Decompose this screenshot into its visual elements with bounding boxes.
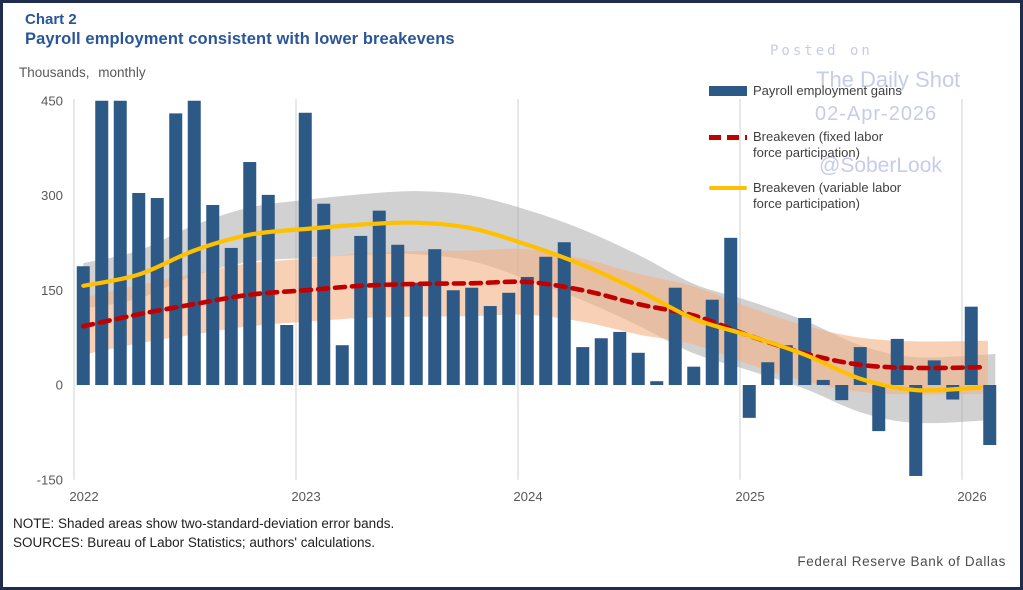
bar bbox=[446, 290, 460, 385]
solid-line-swatch-icon bbox=[709, 186, 747, 190]
watermark-date: 02-Apr-2026 bbox=[815, 103, 938, 125]
bar bbox=[95, 100, 109, 385]
sources-text: SOURCES: Bureau of Labor Statistics; aut… bbox=[13, 535, 375, 550]
bar bbox=[261, 194, 275, 385]
bar bbox=[687, 366, 701, 385]
watermark-posted-on: Posted on bbox=[770, 43, 873, 59]
bar bbox=[372, 210, 386, 385]
bar bbox=[298, 112, 312, 386]
bar bbox=[872, 385, 886, 432]
bar bbox=[483, 306, 497, 385]
payroll-breakeven-chart: 2022 2023 2024 2025 2026 450 300 150 0 -150 bbox=[37, 93, 997, 504]
bar bbox=[576, 347, 590, 385]
bar bbox=[724, 237, 738, 385]
chart-number-label: Chart 2 bbox=[25, 11, 77, 28]
legend-label-line1: Breakeven (variable labor bbox=[753, 180, 902, 195]
note-text: NOTE: Shaded areas show two-standard-dev… bbox=[13, 516, 395, 531]
bar bbox=[132, 192, 146, 385]
attribution-text: Federal Reserve Bank of Dallas bbox=[797, 554, 1006, 569]
breakeven-fixed-line bbox=[81, 279, 983, 371]
bar bbox=[113, 100, 127, 385]
bar bbox=[409, 282, 423, 385]
bar bbox=[354, 235, 368, 385]
bar bbox=[428, 249, 442, 385]
bar bbox=[206, 204, 220, 385]
y-axis-tick-label: -150 bbox=[37, 472, 63, 487]
x-axis-tick-label: 2024 bbox=[513, 489, 542, 504]
bar bbox=[761, 362, 775, 385]
bar bbox=[816, 379, 830, 385]
x-axis-tick-label: 2025 bbox=[735, 489, 764, 504]
bar bbox=[650, 381, 664, 385]
bar bbox=[391, 244, 405, 385]
bar bbox=[779, 345, 793, 385]
legend-label: Breakeven (fixed labor force participatio… bbox=[753, 129, 883, 160]
bar bbox=[890, 338, 904, 385]
bar bbox=[502, 292, 516, 385]
watermark-soberlook: @SoberLook bbox=[819, 154, 942, 177]
chart-canvas: 2022 2023 2024 2025 2026 450 300 150 0 -150 bbox=[3, 3, 1020, 587]
dashed-line-swatch-icon bbox=[709, 135, 747, 140]
bar bbox=[335, 345, 349, 385]
y-axis-unit-label: Thousands, monthly bbox=[19, 65, 146, 80]
legend-label-line2: force participation) bbox=[753, 144, 860, 160]
bar bbox=[613, 331, 627, 385]
legend-label: Breakeven (variable labor force participa… bbox=[753, 180, 901, 211]
bar bbox=[927, 360, 941, 385]
bar bbox=[317, 203, 331, 385]
bar bbox=[243, 162, 257, 385]
x-axis-tick-label: 2026 bbox=[957, 489, 986, 504]
bar-swatch-icon bbox=[709, 86, 747, 96]
bar bbox=[224, 247, 238, 385]
bar bbox=[465, 287, 479, 385]
bar bbox=[705, 299, 719, 385]
legend-label-line2: force participation) bbox=[753, 195, 860, 211]
x-axis-tick-label: 2023 bbox=[291, 489, 320, 504]
bar bbox=[187, 100, 201, 385]
y-axis-tick-label: 0 bbox=[56, 378, 63, 393]
watermark-daily-shot: The Daily Shot bbox=[816, 67, 961, 92]
bar bbox=[909, 385, 923, 476]
bar bbox=[539, 256, 553, 385]
bar bbox=[964, 306, 978, 385]
bar bbox=[835, 385, 849, 401]
y-axis-tick-label: 150 bbox=[41, 283, 63, 298]
bar bbox=[983, 385, 997, 446]
bar bbox=[594, 338, 608, 385]
breakeven-variable-line bbox=[81, 220, 983, 393]
x-axis-tick-label: 2022 bbox=[69, 489, 98, 504]
bar bbox=[557, 242, 571, 385]
bar bbox=[742, 385, 756, 418]
y-axis-tick-label: 300 bbox=[41, 188, 63, 203]
bar bbox=[668, 287, 682, 385]
bar bbox=[631, 352, 645, 385]
legend-item-breakeven-fixed: Breakeven (fixed labor force participatio… bbox=[709, 129, 883, 160]
chart-title: Payroll employment consistent with lower… bbox=[25, 30, 455, 48]
bar bbox=[280, 324, 294, 385]
legend-label-line1: Breakeven (fixed labor bbox=[753, 129, 884, 144]
bar bbox=[520, 276, 534, 385]
legend-item-payroll: Payroll employment gains bbox=[709, 83, 902, 99]
bar bbox=[169, 113, 183, 385]
legend-item-breakeven-variable: Breakeven (variable labor force participa… bbox=[709, 180, 901, 211]
y-axis-tick-label: 450 bbox=[41, 93, 63, 108]
legend-label: Payroll employment gains bbox=[753, 83, 902, 98]
bar bbox=[150, 198, 164, 385]
